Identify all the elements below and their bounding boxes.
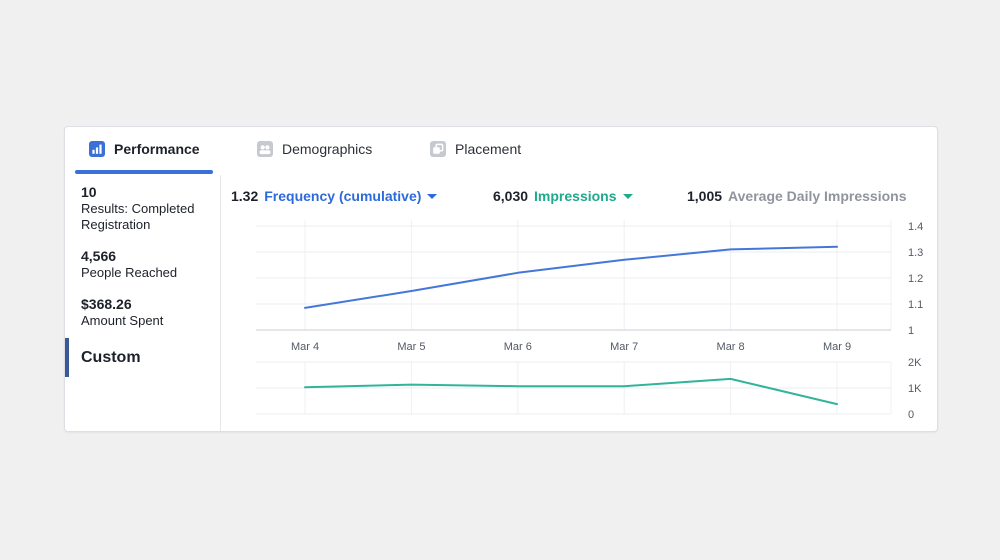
metric-label: Amount Spent: [81, 313, 164, 328]
tab-demographics[interactable]: Demographics: [257, 140, 372, 158]
y-tick-label: 1K: [908, 383, 922, 395]
metric-value: 4,566: [81, 248, 117, 264]
chevron-down-icon: [427, 193, 438, 199]
y-tick-label: 1: [908, 325, 914, 337]
sidebar-metric-results[interactable]: 10 Results: Completed Registration: [81, 183, 207, 233]
tab-performance[interactable]: Performance: [89, 140, 200, 158]
metric-value: 10: [81, 184, 97, 200]
y-tick-label: 0: [908, 409, 914, 421]
frequency-line: [304, 245, 838, 309]
y-tick-label: 1.2: [908, 273, 923, 285]
tab-label: Placement: [455, 141, 522, 157]
sidebar: 10 Results: Completed Registration 4,566…: [65, 175, 221, 431]
metric-selector-frequency[interactable]: 1.32 Frequency (cumulative): [231, 187, 438, 205]
x-axis-date-label: Mar 7: [610, 341, 638, 353]
tab-bar: Performance Demographics: [65, 127, 937, 175]
avg-daily-impressions-value: 1,005: [687, 188, 723, 204]
avg-daily-impressions-label: Average Daily Impressions: [728, 188, 907, 204]
x-axis-date-label: Mar 4: [291, 341, 319, 353]
tab-label: Demographics: [282, 141, 373, 157]
tab-placement[interactable]: Placement: [430, 140, 521, 158]
sidebar-metric-people-reached[interactable]: 4,566 People Reached: [81, 247, 207, 281]
x-axis-date-label: Mar 8: [717, 341, 745, 353]
active-tab-underline: [75, 170, 213, 174]
ads-report-card: Performance Demographics: [64, 126, 938, 432]
y-tick-label: 2K: [908, 357, 922, 369]
y-tick-label: 1.1: [908, 299, 923, 311]
frequency-label: Frequency (cumulative): [264, 188, 422, 204]
chevron-down-icon: [622, 193, 633, 199]
people-icon: [257, 141, 273, 157]
line-charts: 1 1.1 1.2 1.3 1.4 0 1K 2K Mar 4 Mar 5 Mar 6 Mar 7 Ma…: [256, 220, 923, 421]
tab-label: Performance: [114, 141, 200, 157]
impressions-label: Impressions: [534, 188, 617, 204]
x-axis-date-label: Mar 9: [823, 341, 851, 353]
y-tick-label: 1.3: [908, 247, 923, 259]
impressions-value: 6,030: [493, 188, 529, 204]
x-axis-date-label: Mar 5: [397, 341, 425, 353]
y-tick-label: 1.4: [908, 221, 923, 233]
placement-icon: [430, 141, 446, 157]
metric-value: $368.26: [81, 296, 132, 312]
x-axis-date-label: Mar 6: [504, 341, 532, 353]
custom-label: Custom: [81, 348, 141, 366]
chart-panel: 1.32 Frequency (cumulative) 6,030 Impres…: [221, 175, 937, 431]
metric-selector-impressions[interactable]: 6,030 Impressions: [493, 187, 633, 205]
metric-label: Results: Completed Registration: [81, 201, 195, 232]
frequency-value: 1.32: [231, 188, 259, 204]
impressions-line: [304, 377, 838, 406]
metric-label: People Reached: [81, 265, 178, 280]
sidebar-item-custom[interactable]: Custom: [65, 338, 220, 377]
metric-average-daily-impressions: 1,005 Average Daily Impressions: [687, 187, 907, 205]
sidebar-metric-amount-spent[interactable]: $368.26 Amount Spent: [81, 295, 207, 329]
bar-chart-icon: [89, 141, 105, 157]
